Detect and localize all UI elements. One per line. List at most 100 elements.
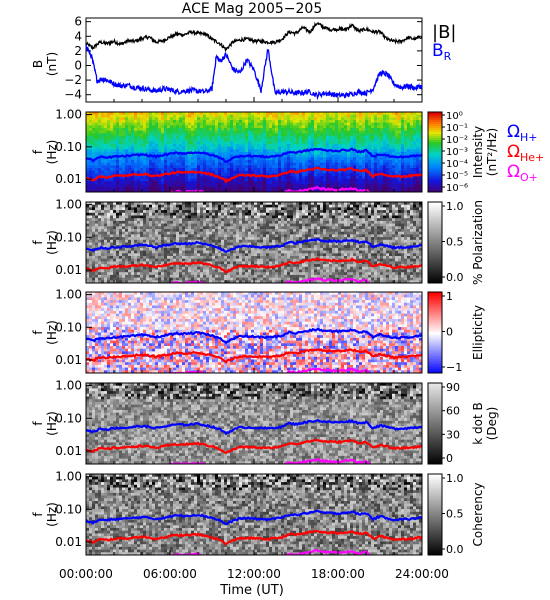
- spectrogram-cell: [194, 120, 198, 124]
- spectrogram-cell: [98, 239, 102, 243]
- spectrogram-cell: [164, 250, 168, 254]
- spectrogram-cell: [155, 189, 159, 192]
- spectrogram-cell: [329, 154, 333, 158]
- spectrogram-cell: [389, 178, 393, 182]
- spectrogram-cell: [266, 152, 270, 156]
- spectrogram-cell: [86, 245, 90, 249]
- spectrogram-cell: [374, 125, 378, 129]
- spectrogram-cell: [137, 272, 141, 276]
- spectrogram-cell: [263, 133, 267, 137]
- spectrogram-cell: [116, 117, 120, 121]
- spectrogram-cell: [170, 130, 174, 134]
- spectrogram-cell: [119, 218, 123, 222]
- spectrogram-cell: [86, 141, 90, 145]
- spectrogram-cell: [116, 128, 120, 132]
- spectrogram-cell: [389, 170, 393, 174]
- spectrogram-cell: [371, 146, 375, 150]
- spectrogram-cell: [206, 149, 210, 153]
- spectrogram-cell: [125, 253, 129, 257]
- spectrogram-cell: [191, 165, 195, 169]
- spectrogram-cell: [323, 146, 327, 150]
- spectrogram-cell: [92, 274, 96, 278]
- spectrogram-cell: [110, 239, 114, 243]
- spectrogram-cell: [293, 125, 297, 129]
- spectrogram-cell: [419, 128, 422, 132]
- spectrogram-cell: [260, 146, 264, 150]
- spectrogram-cell: [344, 125, 348, 129]
- spectrogram-cell: [284, 141, 288, 145]
- spectrogram-cell: [152, 120, 156, 124]
- spectrogram-cell: [323, 173, 327, 177]
- spectrogram-cell: [314, 125, 318, 129]
- spectrogram-cell: [380, 181, 384, 185]
- spectrogram-cell: [194, 220, 198, 224]
- spectrogram-cell: [110, 117, 114, 121]
- spectrogram-cell: [146, 125, 150, 129]
- spectrogram-cell: [257, 138, 261, 142]
- spectrogram-cell: [287, 130, 291, 134]
- spectrogram-cell: [227, 165, 231, 169]
- spectrogram-cell: [215, 186, 219, 190]
- spectrogram-cell: [164, 128, 168, 132]
- spectrogram-cell: [122, 280, 126, 283]
- spectrogram-cell: [230, 242, 234, 246]
- spectrogram-cell: [140, 210, 144, 214]
- spectrogram-cell: [104, 253, 108, 257]
- y-tick-label: 1.00: [55, 108, 82, 122]
- spectrogram-cell: [212, 253, 216, 257]
- spectrogram-cell: [89, 220, 93, 224]
- spectrogram-cell: [194, 253, 198, 257]
- spectrogram-cell: [272, 170, 276, 174]
- spectrogram-cell: [158, 207, 162, 211]
- spectrogram-cell: [242, 120, 246, 124]
- spectrogram-cell: [191, 220, 195, 224]
- spectrogram-cell: [209, 210, 213, 214]
- spectrogram-cell: [101, 130, 105, 134]
- spectrogram-cell: [383, 170, 387, 174]
- spectrogram-cell: [146, 256, 150, 260]
- spectrogram-cell: [203, 207, 207, 211]
- spectrogram-cell: [296, 186, 300, 190]
- spectrogram-cell: [206, 272, 210, 276]
- spectrogram-cell: [248, 136, 252, 140]
- spectrogram-cell: [86, 237, 90, 241]
- spectrogram-cell: [152, 149, 156, 153]
- spectrogram-cell: [245, 152, 249, 156]
- spectrogram-cell: [380, 128, 384, 132]
- spectrogram-cell: [254, 157, 258, 161]
- spectrogram-cell: [401, 141, 405, 145]
- spectrogram-cell: [194, 272, 198, 276]
- spectrogram-cell: [365, 133, 369, 137]
- spectrogram-cell: [128, 162, 132, 166]
- spectrogram-cell: [290, 160, 294, 164]
- spectrogram-cell: [209, 122, 213, 126]
- spectrogram-cell: [233, 149, 237, 153]
- spectrogram-cell: [122, 220, 126, 224]
- spectrogram-cell: [221, 207, 225, 211]
- spectrogram-cell: [104, 207, 108, 211]
- spectrogram-cell: [221, 269, 225, 273]
- spectrogram-cell: [326, 136, 330, 140]
- spectrogram-cell: [101, 157, 105, 161]
- spectrogram-cell: [356, 128, 360, 132]
- spectrogram-cell: [221, 277, 225, 281]
- spectrogram-cell: [320, 181, 324, 185]
- spectrogram-cell: [158, 125, 162, 129]
- spectrogram-cell: [392, 152, 396, 156]
- spectrogram-cell: [239, 117, 243, 121]
- spectrogram-cell: [122, 146, 126, 150]
- spectrogram-cell: [305, 173, 309, 177]
- spectrogram-cell: [407, 146, 411, 150]
- spectrogram-cell: [362, 128, 366, 132]
- spectrogram-cell: [233, 152, 237, 156]
- spectrogram-cell: [203, 264, 207, 268]
- spectrogram-cell: [200, 162, 204, 166]
- spectrogram-cell: [296, 181, 300, 185]
- spectrogram-cell: [200, 149, 204, 153]
- spectrogram-cell: [197, 154, 201, 158]
- colorbar-step: [428, 166, 442, 169]
- spectrogram-cell: [155, 122, 159, 126]
- series-b-magnitude: [85, 21, 423, 53]
- spectrogram-cell: [113, 247, 117, 251]
- spectrogram-cell: [323, 160, 327, 164]
